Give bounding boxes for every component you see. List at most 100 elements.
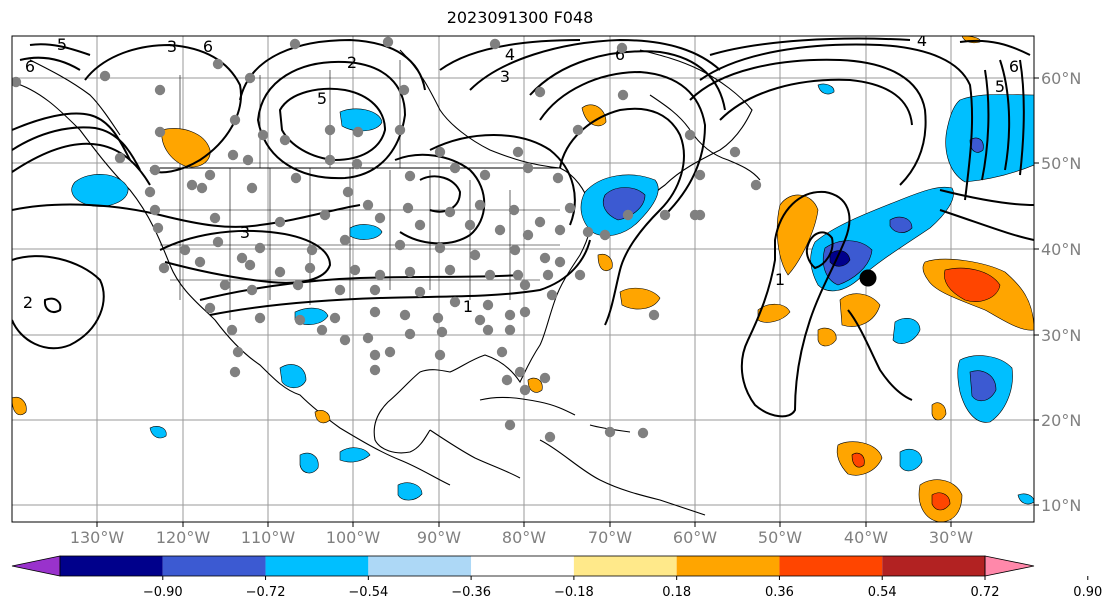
station-dot: [196, 182, 208, 194]
station-dot: [539, 372, 551, 384]
station-dot: [404, 328, 416, 340]
station-dot: [434, 242, 446, 254]
station-dot: [369, 306, 381, 318]
colorbar-swatch: [162, 556, 266, 576]
station-dot: [12, 76, 22, 88]
station-dot: [369, 284, 381, 296]
station-dot: [659, 209, 671, 221]
station-dot: [362, 199, 374, 211]
station-dot: [508, 204, 520, 216]
station-dot: [474, 199, 486, 211]
colorbar-label: −0.90: [143, 585, 183, 600]
station-dot: [384, 346, 396, 358]
station-dot: [399, 309, 411, 321]
station-dot: [204, 302, 216, 314]
station-dot: [352, 126, 364, 138]
colorbar-label: 0.54: [868, 585, 897, 600]
station-dot: [149, 204, 161, 216]
station-dot: [232, 346, 244, 358]
station-dot: [294, 314, 306, 326]
station-dot: [246, 284, 258, 296]
station-dot: [226, 324, 238, 336]
station-dot: [509, 244, 521, 256]
station-dot: [154, 126, 166, 138]
station-dot: [637, 427, 649, 439]
lon-tick-label: 40°W: [844, 528, 888, 547]
station-dot: [219, 279, 231, 291]
station-dot: [382, 36, 394, 48]
station-dot: [449, 296, 461, 308]
station-dot: [257, 129, 269, 141]
station-dot: [329, 312, 341, 324]
station-dot: [404, 170, 416, 182]
station-dot: [324, 124, 336, 136]
station-dot: [362, 332, 374, 344]
colorbar-swatch: [676, 556, 780, 576]
lon-tick-label: 100°W: [326, 528, 381, 547]
station-dot: [469, 249, 481, 261]
station-dot: [504, 309, 516, 321]
station-dot: [342, 186, 354, 198]
station-dot: [369, 349, 381, 361]
lon-axis: 130°W 120°W 110°W 100°W 90°W 80°W 70°W 60°W 50°W…: [70, 522, 973, 547]
lat-tick-label: 10°N: [1041, 496, 1081, 515]
station-dot: [227, 149, 239, 161]
station-dot: [534, 86, 546, 98]
colorbar-label: −0.72: [246, 585, 286, 600]
station-dot: [204, 169, 216, 181]
station-dot: [474, 314, 486, 326]
contour-label: 3: [500, 67, 510, 86]
station-dot: [482, 324, 494, 336]
station-dot: [279, 134, 291, 146]
storm-marker: [859, 269, 877, 287]
station-dot: [552, 172, 564, 184]
station-dot: [534, 216, 546, 228]
colorbar-label: −0.18: [554, 585, 594, 600]
station-dot: [324, 154, 336, 166]
station-dot: [434, 349, 446, 361]
station-dot: [432, 312, 444, 324]
station-dot: [504, 324, 516, 336]
station-dot: [374, 269, 386, 281]
station-dot: [290, 172, 302, 184]
station-dot: [254, 242, 266, 254]
political-borders: [150, 60, 560, 320]
station-dot: [648, 309, 660, 321]
station-dot: [154, 84, 166, 96]
colorbar-label: −0.54: [348, 585, 388, 600]
colorbar-outline: [59, 555, 986, 577]
station-dot: [434, 146, 446, 158]
contour-label: 2: [347, 53, 357, 72]
lat-tick-label: 50°N: [1041, 154, 1081, 173]
station-dot: [519, 279, 531, 291]
station-dot: [542, 269, 554, 281]
station-dot: [519, 306, 531, 318]
station-dot: [394, 239, 406, 251]
station-dot: [750, 179, 762, 191]
colorbar: −0.90 −0.72 −0.54 −0.36 −0.18 0.18 0.36 0.54 0.7…: [11, 555, 1102, 600]
station-dot: [374, 212, 386, 224]
lon-tick-label: 70°W: [588, 528, 632, 547]
station-dot: [694, 169, 706, 181]
station-dot: [617, 89, 629, 101]
station-dot: [554, 256, 566, 268]
colorbar-label: 0.36: [765, 585, 794, 600]
station-dot: [394, 124, 406, 136]
station-dot: [482, 299, 494, 311]
station-dot: [479, 169, 491, 181]
colorbar-swatch: [265, 556, 369, 576]
lat-tick-label: 60°N: [1041, 69, 1081, 88]
station-dot: [212, 58, 224, 70]
lat-tick-label: 40°N: [1041, 240, 1081, 259]
station-dot: [514, 366, 526, 378]
station-dot: [212, 236, 224, 248]
station-dot: [339, 234, 351, 246]
contour-label: 5: [995, 77, 1005, 96]
station-dot: [402, 202, 414, 214]
lon-tick-label: 130°W: [70, 528, 125, 547]
station-dot: [274, 216, 286, 228]
station-dot: [306, 244, 318, 256]
station-dot: [444, 264, 456, 276]
